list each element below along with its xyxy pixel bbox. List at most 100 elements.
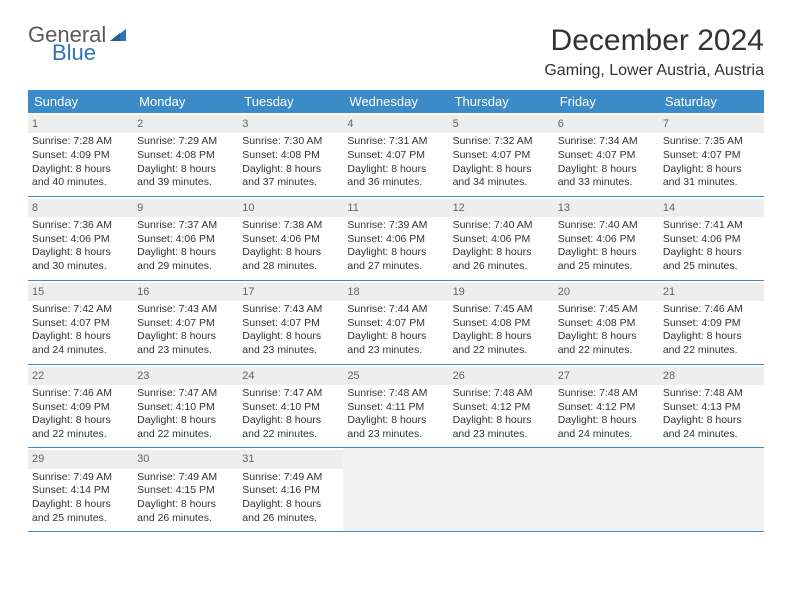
sunset-text: Sunset: 4:06 PM bbox=[558, 233, 655, 247]
logo-sail-icon bbox=[108, 27, 128, 43]
daylight-text: Daylight: 8 hours bbox=[663, 414, 760, 428]
sunrise-text: Sunrise: 7:40 AM bbox=[453, 219, 550, 233]
month-title: December 2024 bbox=[544, 24, 764, 58]
daylight-text: and 24 minutes. bbox=[558, 428, 655, 442]
day-details: Sunrise: 7:39 AMSunset: 4:06 PMDaylight:… bbox=[347, 219, 444, 274]
sunrise-text: Sunrise: 7:48 AM bbox=[347, 387, 444, 401]
day-cell: 8Sunrise: 7:36 AMSunset: 4:06 PMDaylight… bbox=[28, 197, 133, 280]
weeks-container: 1 Sunrise: 7:28 AMSunset: 4:09 PMDaylight… bbox=[28, 113, 764, 532]
day-cell: 31 Sunrise: 7:49 AMSunset: 4:16 PMDayligh… bbox=[238, 448, 343, 531]
daylight-text: and 26 minutes. bbox=[453, 260, 550, 274]
week-row: 15Sunrise: 7:42 AMSunset: 4:07 PMDayligh… bbox=[28, 281, 764, 365]
daylight-text: and 33 minutes. bbox=[558, 176, 655, 190]
day-details: Sunrise: 7:43 AMSunset: 4:07 PMDaylight:… bbox=[137, 303, 234, 358]
day-details: Sunrise: 7:36 AMSunset: 4:06 PMDaylight:… bbox=[32, 219, 129, 274]
day-header-monday: Monday bbox=[133, 90, 238, 113]
daylight-text: and 26 minutes. bbox=[137, 512, 234, 526]
sunset-text: Sunset: 4:08 PM bbox=[453, 317, 550, 331]
day-number: 9 bbox=[133, 199, 238, 217]
day-number: 31 bbox=[238, 450, 343, 468]
day-header-sunday: Sunday bbox=[28, 90, 133, 113]
daylight-text: and 23 minutes. bbox=[453, 428, 550, 442]
sunrise-text: Sunrise: 7:46 AM bbox=[32, 387, 129, 401]
daylight-text: and 22 minutes. bbox=[453, 344, 550, 358]
day-cell: 1 Sunrise: 7:28 AMSunset: 4:09 PMDaylight… bbox=[28, 113, 133, 196]
daylight-text: and 40 minutes. bbox=[32, 176, 129, 190]
sunrise-text: Sunrise: 7:48 AM bbox=[453, 387, 550, 401]
daylight-text: and 37 minutes. bbox=[242, 176, 339, 190]
day-number: 25 bbox=[343, 367, 448, 385]
day-header-saturday: Saturday bbox=[659, 90, 764, 113]
daylight-text: and 34 minutes. bbox=[453, 176, 550, 190]
week-row: 29Sunrise: 7:49 AMSunset: 4:14 PMDayligh… bbox=[28, 448, 764, 532]
day-number: 1 bbox=[28, 115, 133, 133]
day-details: Sunrise: 7:31 AMSunset: 4:07 PMDaylight:… bbox=[347, 135, 444, 190]
day-details: Sunrise: 7:47 AMSunset: 4:10 PMDaylight:… bbox=[242, 387, 339, 442]
day-cell: 5 Sunrise: 7:32 AMSunset: 4:07 PMDaylight… bbox=[449, 113, 554, 196]
day-number: 11 bbox=[343, 199, 448, 217]
daylight-text: and 30 minutes. bbox=[32, 260, 129, 274]
daylight-text: Daylight: 8 hours bbox=[242, 414, 339, 428]
sunset-text: Sunset: 4:06 PM bbox=[137, 233, 234, 247]
day-number: 21 bbox=[659, 283, 764, 301]
sunrise-text: Sunrise: 7:35 AM bbox=[663, 135, 760, 149]
daylight-text: Daylight: 8 hours bbox=[137, 246, 234, 260]
daylight-text: and 22 minutes. bbox=[242, 428, 339, 442]
daylight-text: Daylight: 8 hours bbox=[242, 498, 339, 512]
daylight-text: Daylight: 8 hours bbox=[453, 246, 550, 260]
day-details: Sunrise: 7:38 AMSunset: 4:06 PMDaylight:… bbox=[242, 219, 339, 274]
day-details: Sunrise: 7:49 AMSunset: 4:16 PMDaylight:… bbox=[242, 471, 339, 526]
sunrise-text: Sunrise: 7:48 AM bbox=[558, 387, 655, 401]
day-details: Sunrise: 7:32 AMSunset: 4:07 PMDaylight:… bbox=[453, 135, 550, 190]
sunrise-text: Sunrise: 7:39 AM bbox=[347, 219, 444, 233]
sunset-text: Sunset: 4:08 PM bbox=[242, 149, 339, 163]
daylight-text: Daylight: 8 hours bbox=[558, 414, 655, 428]
day-number: 2 bbox=[133, 115, 238, 133]
sunset-text: Sunset: 4:16 PM bbox=[242, 484, 339, 498]
sunrise-text: Sunrise: 7:43 AM bbox=[242, 303, 339, 317]
sunset-text: Sunset: 4:06 PM bbox=[663, 233, 760, 247]
day-cell: 23Sunrise: 7:47 AMSunset: 4:10 PMDayligh… bbox=[133, 365, 238, 448]
day-number: 6 bbox=[554, 115, 659, 133]
day-cell: 3Sunrise: 7:30 AMSunset: 4:08 PMDaylight… bbox=[238, 113, 343, 196]
sunset-text: Sunset: 4:07 PM bbox=[558, 149, 655, 163]
day-details: Sunrise: 7:35 AMSunset: 4:07 PMDaylight:… bbox=[663, 135, 760, 190]
day-number: 5 bbox=[449, 115, 554, 133]
day-cell: 30Sunrise: 7:49 AMSunset: 4:15 PMDayligh… bbox=[133, 448, 238, 531]
calendar-grid: Sunday Monday Tuesday Wednesday Thursday… bbox=[28, 90, 764, 532]
day-cell: 11 Sunrise: 7:39 AMSunset: 4:06 PMDayligh… bbox=[343, 197, 448, 280]
day-details: Sunrise: 7:37 AMSunset: 4:06 PMDaylight:… bbox=[137, 219, 234, 274]
sunrise-text: Sunrise: 7:40 AM bbox=[558, 219, 655, 233]
day-number: 15 bbox=[28, 283, 133, 301]
week-row: 8Sunrise: 7:36 AMSunset: 4:06 PMDaylight… bbox=[28, 197, 764, 281]
daylight-text: Daylight: 8 hours bbox=[558, 246, 655, 260]
empty-cell bbox=[554, 448, 659, 531]
day-number: 23 bbox=[133, 367, 238, 385]
day-cell: 15Sunrise: 7:42 AMSunset: 4:07 PMDayligh… bbox=[28, 281, 133, 364]
daylight-text: and 24 minutes. bbox=[32, 344, 129, 358]
day-cell: 17Sunrise: 7:43 AMSunset: 4:07 PMDayligh… bbox=[238, 281, 343, 364]
day-details: Sunrise: 7:45 AMSunset: 4:08 PMDaylight:… bbox=[453, 303, 550, 358]
day-details: Sunrise: 7:28 AMSunset: 4:09 PMDaylight:… bbox=[32, 135, 129, 190]
daylight-text: Daylight: 8 hours bbox=[32, 246, 129, 260]
daylight-text: and 23 minutes. bbox=[137, 344, 234, 358]
day-cell: 10Sunrise: 7:38 AMSunset: 4:06 PMDayligh… bbox=[238, 197, 343, 280]
sunset-text: Sunset: 4:07 PM bbox=[32, 317, 129, 331]
daylight-text: and 27 minutes. bbox=[347, 260, 444, 274]
sunset-text: Sunset: 4:06 PM bbox=[453, 233, 550, 247]
sunset-text: Sunset: 4:11 PM bbox=[347, 401, 444, 415]
day-cell: 13 Sunrise: 7:40 AMSunset: 4:06 PMDayligh… bbox=[554, 197, 659, 280]
sunset-text: Sunset: 4:15 PM bbox=[137, 484, 234, 498]
day-number: 7 bbox=[659, 115, 764, 133]
day-number: 22 bbox=[28, 367, 133, 385]
sunset-text: Sunset: 4:06 PM bbox=[347, 233, 444, 247]
daylight-text: Daylight: 8 hours bbox=[347, 330, 444, 344]
sunset-text: Sunset: 4:06 PM bbox=[242, 233, 339, 247]
day-cell: 16Sunrise: 7:43 AMSunset: 4:07 PMDayligh… bbox=[133, 281, 238, 364]
day-details: Sunrise: 7:48 AMSunset: 4:12 PMDaylight:… bbox=[558, 387, 655, 442]
day-number: 13 bbox=[554, 199, 659, 217]
sunset-text: Sunset: 4:09 PM bbox=[32, 149, 129, 163]
logo-word-blue: Blue bbox=[52, 42, 128, 64]
day-details: Sunrise: 7:41 AMSunset: 4:06 PMDaylight:… bbox=[663, 219, 760, 274]
sunrise-text: Sunrise: 7:41 AM bbox=[663, 219, 760, 233]
